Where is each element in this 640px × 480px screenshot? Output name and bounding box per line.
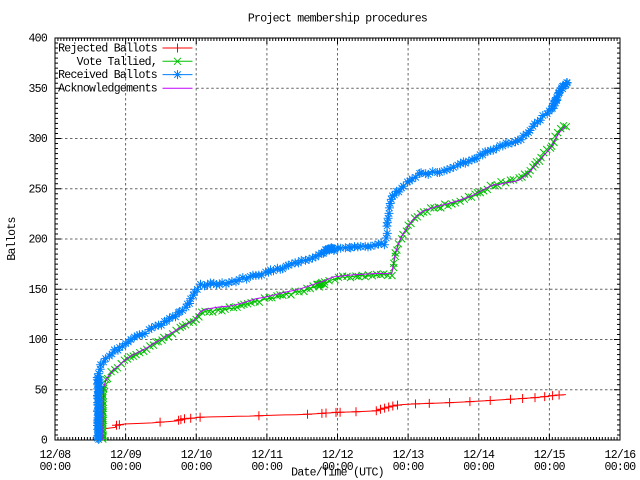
svg-text:Received Ballots: Received Ballots [58,69,157,82]
svg-text:400: 400 [28,33,47,46]
svg-text:250: 250 [28,183,47,196]
svg-text:Ballots: Ballots [6,217,19,260]
svg-text:12/08: 12/08 [40,449,72,462]
svg-text:00:00: 00:00 [322,461,354,474]
svg-text:150: 150 [28,284,47,297]
svg-text:300: 300 [28,133,47,146]
svg-text:00:00: 00:00 [181,461,213,474]
svg-text:Rejected Ballots: Rejected Ballots [58,43,157,56]
svg-text:12/10: 12/10 [181,449,213,462]
svg-text:200: 200 [28,234,47,247]
svg-text:00:00: 00:00 [251,461,283,474]
svg-text:00:00: 00:00 [110,461,142,474]
svg-text:12/15: 12/15 [534,449,566,462]
svg-text:0: 0 [41,435,48,448]
svg-text:Acknowledgements: Acknowledgements [58,83,157,96]
svg-text:00:00: 00:00 [605,461,637,474]
svg-text:Vote Tallied,: Vote Tallied, [77,56,157,69]
svg-text:Project membership procedures: Project membership procedures [248,13,427,26]
svg-text:12/11: 12/11 [251,449,283,462]
svg-text:12/13: 12/13 [393,449,425,462]
svg-text:00:00: 00:00 [393,461,425,474]
svg-text:12/16: 12/16 [605,449,637,462]
svg-text:12/14: 12/14 [463,449,495,462]
svg-text:12/12: 12/12 [322,449,354,462]
svg-text:100: 100 [28,334,47,347]
svg-text:00:00: 00:00 [463,461,495,474]
svg-text:Date/Time (UTC): Date/Time (UTC) [291,467,384,480]
svg-text:00:00: 00:00 [534,461,566,474]
svg-text:50: 50 [35,384,48,397]
svg-text:00:00: 00:00 [40,461,72,474]
svg-text:350: 350 [28,83,47,96]
svg-text:12/09: 12/09 [110,449,142,462]
